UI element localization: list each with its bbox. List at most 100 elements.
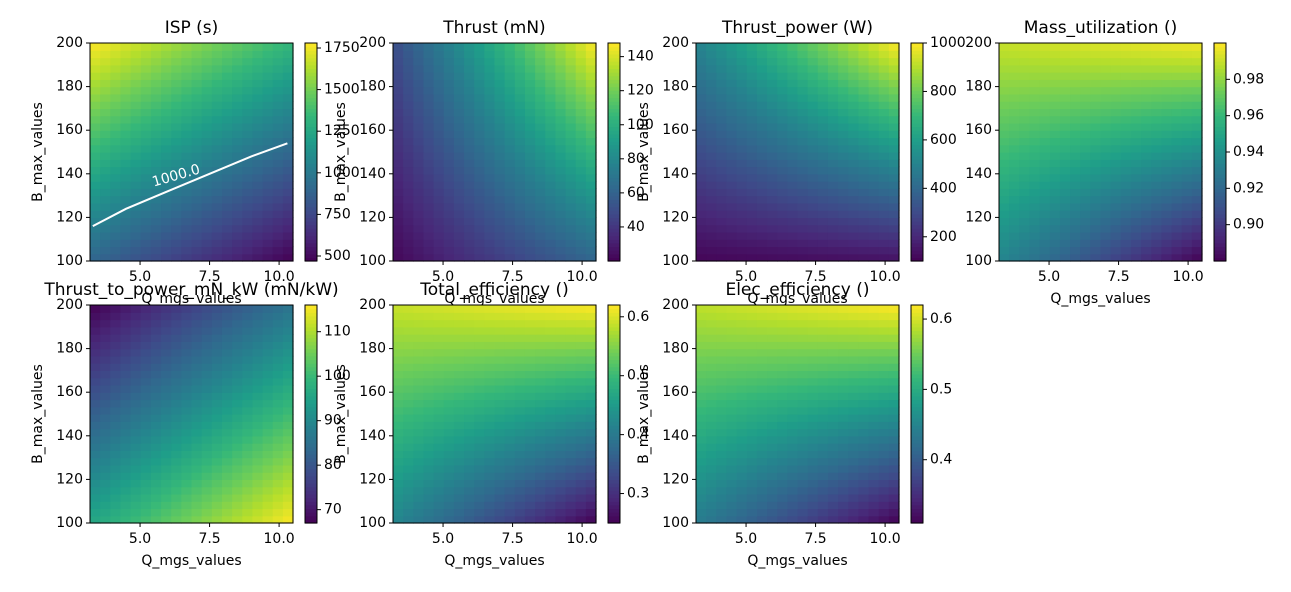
heatmap-cell [716, 377, 728, 386]
colorbar-segment [911, 384, 923, 390]
heatmap-cell [1100, 144, 1112, 153]
heatmap-cell [585, 210, 597, 218]
heatmap-cell [90, 224, 101, 233]
heatmap-cell [868, 363, 880, 371]
heatmap-cell [393, 305, 404, 313]
heatmap-cell [110, 137, 122, 146]
colorbar-segment [911, 257, 923, 262]
heatmap-cell [453, 501, 465, 510]
heatmap-cell [736, 414, 748, 422]
heatmap-cell [575, 130, 587, 139]
heatmap-cell [797, 377, 809, 386]
heatmap-cell [817, 86, 829, 95]
heatmap-cell [393, 231, 404, 240]
heatmap-cell [1059, 239, 1071, 248]
heatmap-cell [726, 305, 738, 313]
heatmap-cell [1080, 246, 1091, 255]
heatmap-cell [767, 464, 778, 473]
heatmap-cell [858, 464, 870, 473]
heatmap-cell [494, 152, 506, 160]
heatmap-cell [848, 108, 859, 117]
heatmap-cell [756, 217, 768, 226]
heatmap-cell [736, 181, 748, 189]
heatmap-cell [555, 450, 567, 459]
heatmap-cell [807, 334, 819, 342]
heatmap-cell [1151, 93, 1162, 102]
heatmap-cell [171, 450, 182, 459]
heatmap-cell [524, 326, 536, 335]
heatmap-cell [878, 72, 890, 80]
heatmap-cell [999, 210, 1010, 218]
heatmap-cell [888, 79, 900, 88]
heatmap-cell [393, 188, 404, 197]
heatmap-cell [130, 384, 142, 393]
heatmap-cell [817, 239, 829, 248]
heatmap-cell [848, 392, 859, 401]
heatmap-cell [1191, 101, 1203, 109]
colorbar-segment [1214, 101, 1226, 106]
heatmap-cell [746, 57, 758, 66]
heatmap-cell [787, 108, 799, 117]
heatmap-cell [1161, 188, 1173, 197]
heatmap-cell [403, 363, 414, 371]
heatmap-cell [282, 115, 294, 124]
heatmap-cell [746, 384, 758, 393]
heatmap-cell [555, 326, 567, 335]
heatmap-cell [696, 435, 707, 444]
heatmap-cell [232, 173, 243, 182]
heatmap-cell [494, 115, 506, 124]
heatmap-cell [181, 166, 193, 175]
heatmap-cell [120, 305, 132, 313]
colorbar-segment [305, 250, 317, 255]
heatmap-cell [433, 43, 445, 51]
heatmap-cell [535, 486, 546, 495]
heatmap-cell [787, 334, 799, 342]
heatmap-cell [90, 202, 101, 211]
heatmap-cell [272, 130, 284, 139]
heatmap-cell [585, 217, 597, 226]
heatmap-cell [777, 231, 788, 240]
heatmap-cell [838, 305, 849, 313]
colorbar-segment [911, 464, 923, 470]
heatmap-cell [453, 181, 465, 189]
heatmap-cell [211, 399, 223, 408]
heatmap-cell [827, 43, 839, 51]
heatmap-cell [403, 93, 414, 102]
heatmap-cell [1019, 122, 1031, 131]
colorbar-segment [305, 388, 317, 393]
heatmap-cell [545, 93, 556, 102]
heatmap-cell [171, 355, 182, 364]
heatmap-cell [514, 50, 526, 59]
heatmap-cell [524, 137, 536, 146]
heatmap-cell [524, 181, 536, 189]
axes-frame [695, 304, 900, 524]
heatmap-cell [756, 392, 768, 401]
heatmap-cell [858, 326, 870, 335]
heatmap-cell [1141, 202, 1152, 211]
colorbar-segment [911, 344, 923, 350]
heatmap-cell [393, 210, 404, 218]
heatmap-cell [858, 195, 870, 204]
heatmap-cell [413, 108, 425, 117]
heatmap-cell [787, 115, 799, 124]
heatmap-cell [878, 43, 890, 51]
heatmap-cell [1049, 210, 1061, 218]
heatmap-cell [453, 144, 465, 153]
heatmap-cell [433, 479, 445, 488]
heatmap-cell [1019, 202, 1031, 211]
heatmap-cell [575, 137, 587, 146]
heatmap-cell [524, 384, 536, 393]
heatmap-cell [565, 399, 577, 408]
heatmap-cell [433, 130, 445, 139]
heatmap-cell [736, 210, 748, 218]
heatmap-cell [252, 305, 264, 313]
colorbar-segment [305, 221, 317, 226]
colorbar-segment [305, 337, 317, 342]
heatmap-cell [120, 115, 132, 124]
heatmap-cell [1100, 101, 1112, 109]
heatmap-cell [888, 406, 900, 415]
heatmap-cell [110, 93, 122, 102]
heatmap-cell [555, 72, 567, 80]
heatmap-cell [171, 64, 182, 73]
heatmap-cell [848, 72, 859, 80]
